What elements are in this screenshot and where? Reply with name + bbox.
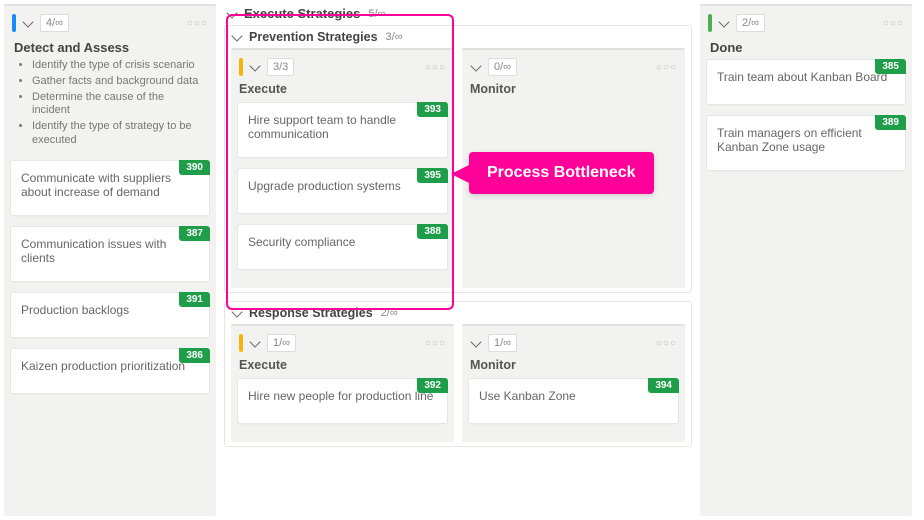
more-icon[interactable]: ○○○ (425, 62, 446, 73)
column-header: 2/∞ ○○○ (706, 10, 906, 38)
subcolumn-title: Execute (237, 80, 448, 102)
column-detect-assess: 4/∞ ○○○ Detect and Assess Identify the t… (4, 4, 216, 516)
chevron-down-icon[interactable] (470, 336, 481, 347)
kanban-card[interactable]: Upgrade production systems 395 (237, 168, 448, 214)
wip-counter: 2/∞ (736, 14, 765, 32)
card-text: Train team about Kanban Board (717, 70, 887, 84)
chevron-down-icon[interactable] (718, 16, 729, 27)
card-text: Hire new people for production line (248, 389, 433, 403)
accent-bar (239, 58, 243, 76)
chevron-down-icon[interactable] (231, 306, 242, 317)
column-title: Detect and Assess (10, 38, 210, 59)
wip-counter: 3/∞ (384, 30, 405, 44)
swimlane-title: Response Strategies (249, 306, 373, 320)
bullet-item: Identify the type of strategy to be exec… (32, 120, 202, 148)
subcolumn-monitor: 1/∞ ○○○ Monitor Use Kanban Zone 394 (462, 324, 685, 442)
accent-bar (12, 14, 16, 32)
subcolumn-monitor: 0/∞ ○○○ Monitor (462, 48, 685, 288)
column-execute-strategies: Execute Strategies 5/∞ Prevention Strate… (224, 4, 692, 516)
card-id-badge: 395 (417, 168, 448, 183)
swimlane-header: Response Strategies 2/∞ (231, 306, 685, 324)
kanban-card[interactable]: Production backlogs 391 (10, 292, 210, 338)
column-header: 4/∞ ○○○ (10, 10, 210, 38)
more-icon[interactable]: ○○○ (883, 18, 904, 29)
bullet-item: Determine the cause of the incident (32, 91, 202, 119)
subcolumn-title: Execute (237, 356, 448, 378)
more-icon[interactable]: ○○○ (187, 18, 208, 29)
card-text: Communicate with suppliers about increas… (21, 171, 171, 199)
kanban-card[interactable]: Hire new people for production line 392 (237, 378, 448, 424)
subcolumn-execute: 1/∞ ○○○ Execute Hire new people for prod… (231, 324, 454, 442)
column-title: Done (706, 38, 906, 59)
kanban-card[interactable]: Train managers on efficient Kanban Zone … (706, 115, 906, 171)
card-id-badge: 393 (417, 102, 448, 117)
swimlane-title: Prevention Strategies (249, 30, 378, 44)
card-text: Train managers on efficient Kanban Zone … (717, 126, 862, 154)
more-icon[interactable]: ○○○ (425, 338, 446, 349)
wip-counter: 0/∞ (488, 58, 517, 76)
subcolumn-header: 3/3 ○○○ (237, 54, 448, 80)
more-icon[interactable]: ○○○ (656, 338, 677, 349)
chevron-down-icon[interactable] (231, 30, 242, 41)
swimlane-response: Response Strategies 2/∞ 1/∞ ○○○ Execute … (224, 301, 692, 447)
kanban-card[interactable]: Hire support team to handle communicatio… (237, 102, 448, 158)
card-text: Security compliance (248, 235, 355, 249)
card-id-badge: 392 (417, 378, 448, 393)
card-text: Communication issues with clients (21, 237, 166, 265)
wip-counter: 4/∞ (40, 14, 69, 32)
wip-counter: 1/∞ (267, 334, 296, 352)
subcolumn-title: Monitor (468, 356, 679, 378)
column-description-list: Identify the type of crisis scenario Gat… (10, 59, 210, 160)
swimlane-columns: 1/∞ ○○○ Execute Hire new people for prod… (231, 324, 685, 442)
kanban-card[interactable]: Use Kanban Zone 394 (468, 378, 679, 424)
subcolumn-header: 1/∞ ○○○ (468, 330, 679, 356)
accent-bar (239, 334, 243, 352)
wip-counter: 2/∞ (379, 306, 400, 320)
card-text: Kaizen production prioritization (21, 359, 185, 373)
bullet-item: Identify the type of crisis scenario (32, 59, 202, 73)
kanban-card[interactable]: Communicate with suppliers about increas… (10, 160, 210, 216)
wip-counter: 3/3 (267, 58, 294, 76)
column-header: Execute Strategies 5/∞ (224, 4, 692, 25)
chevron-down-icon[interactable] (22, 16, 33, 27)
more-icon[interactable]: ○○○ (656, 62, 677, 73)
column-done: 2/∞ ○○○ Done Train team about Kanban Boa… (700, 4, 912, 516)
card-id-badge: 390 (179, 160, 210, 175)
subcolumn-title: Monitor (468, 80, 679, 102)
card-id-badge: 387 (179, 226, 210, 241)
swimlane-prevention: Prevention Strategies 3/∞ Process Bottle… (224, 25, 692, 293)
subcolumn-header: 0/∞ ○○○ (468, 54, 679, 80)
chevron-down-icon[interactable] (470, 60, 481, 71)
kanban-card[interactable]: Train team about Kanban Board 385 (706, 59, 906, 105)
wip-counter: 1/∞ (488, 334, 517, 352)
bullet-item: Gather facts and background data (32, 75, 202, 89)
kanban-card[interactable]: Communication issues with clients 387 (10, 226, 210, 282)
kanban-card[interactable]: Kaizen production prioritization 386 (10, 348, 210, 394)
card-text: Production backlogs (21, 303, 129, 317)
column-title: Execute Strategies (244, 6, 360, 21)
chevron-down-icon[interactable] (226, 7, 237, 18)
card-id-badge: 386 (179, 348, 210, 363)
card-text: Use Kanban Zone (479, 389, 576, 403)
card-id-badge: 391 (179, 292, 210, 307)
kanban-board: 4/∞ ○○○ Detect and Assess Identify the t… (0, 0, 924, 520)
card-text: Upgrade production systems (248, 179, 401, 193)
chevron-down-icon[interactable] (249, 336, 260, 347)
kanban-card[interactable]: Security compliance 388 (237, 224, 448, 270)
chevron-down-icon[interactable] (249, 60, 260, 71)
swimlane-header: Prevention Strategies 3/∞ (231, 30, 685, 48)
swimlane-columns: Process Bottleneck 3/3 ○○○ Execute Hire … (231, 48, 685, 288)
subcolumn-execute: 3/3 ○○○ Execute Hire support team to han… (231, 48, 454, 288)
accent-bar (708, 14, 712, 32)
card-id-badge: 388 (417, 224, 448, 239)
card-id-badge: 389 (875, 115, 906, 130)
wip-counter: 5/∞ (366, 7, 387, 21)
card-text: Hire support team to handle communicatio… (248, 113, 396, 141)
card-id-badge: 385 (875, 59, 906, 74)
subcolumn-header: 1/∞ ○○○ (237, 330, 448, 356)
card-id-badge: 394 (648, 378, 679, 393)
